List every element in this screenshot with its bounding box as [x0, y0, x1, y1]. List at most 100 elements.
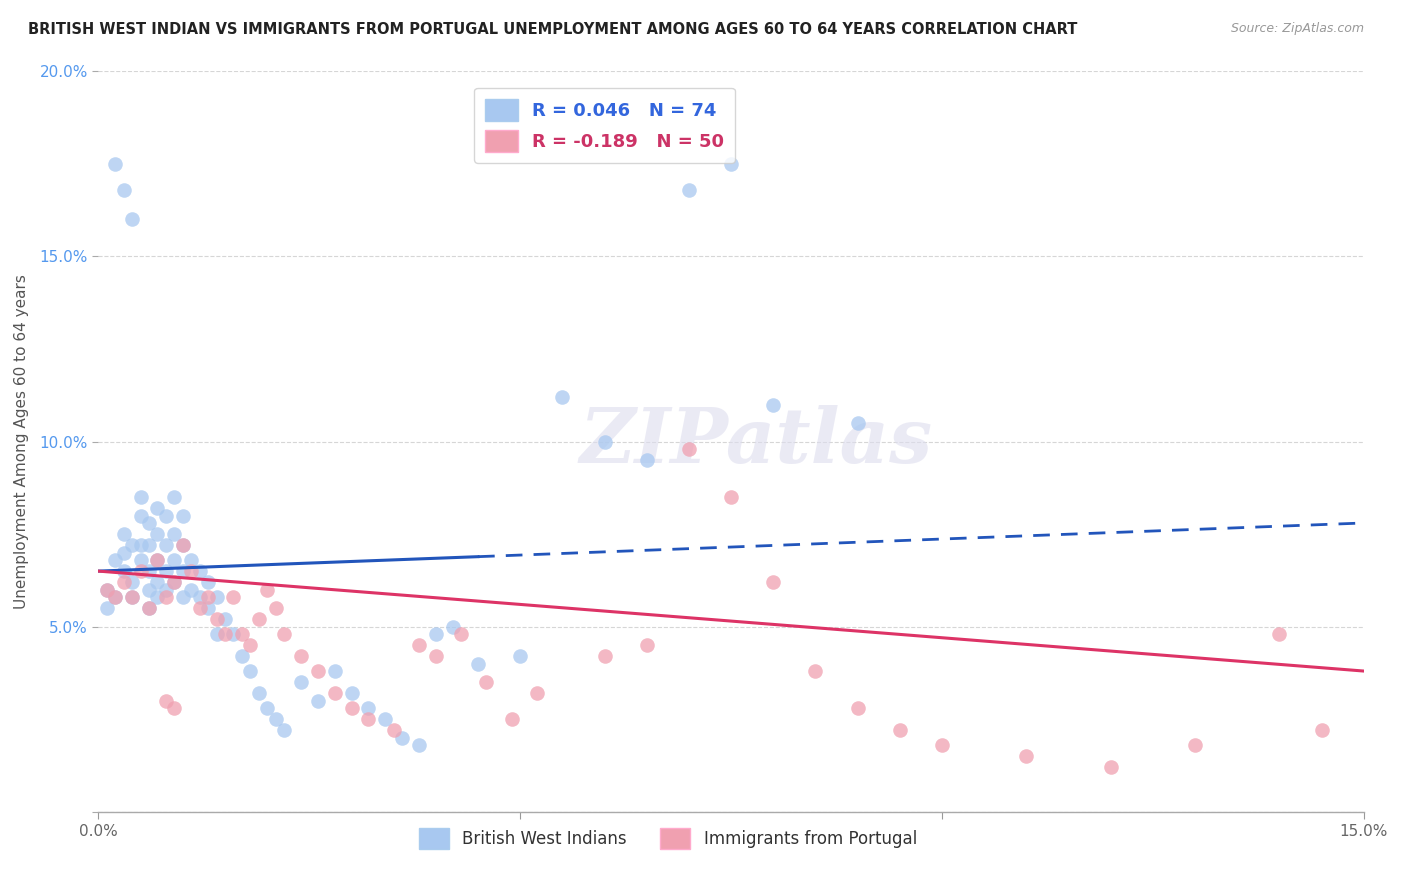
Point [197, 575, 219, 590]
Point [163, 527, 186, 541]
Point [138, 582, 160, 597]
Point [121, 575, 143, 590]
Point [138, 601, 160, 615]
Point [146, 575, 169, 590]
Point [678, 442, 700, 456]
Point [323, 686, 346, 700]
Point [264, 601, 287, 615]
Point [188, 564, 211, 578]
Point [163, 553, 186, 567]
Point [172, 538, 194, 552]
Point [636, 638, 658, 652]
Point [231, 649, 253, 664]
Point [290, 649, 312, 664]
Point [163, 701, 186, 715]
Point [307, 694, 329, 708]
Point [1184, 738, 1206, 752]
Point [104, 590, 127, 604]
Point [256, 701, 278, 715]
Point [1310, 723, 1333, 738]
Point [205, 627, 228, 641]
Point [172, 590, 194, 604]
Legend: British West Indians, Immigrants from Portugal: British West Indians, Immigrants from Po… [412, 822, 924, 855]
Point [155, 564, 177, 578]
Point [197, 590, 219, 604]
Point [357, 712, 380, 726]
Point [214, 612, 236, 626]
Point [231, 627, 253, 641]
Point [104, 590, 127, 604]
Point [180, 582, 202, 597]
Point [188, 590, 211, 604]
Point [138, 538, 160, 552]
Point [239, 638, 262, 652]
Point [163, 575, 186, 590]
Point [222, 590, 245, 604]
Point [509, 649, 531, 664]
Point [146, 527, 169, 541]
Point [290, 675, 312, 690]
Point [846, 701, 869, 715]
Point [138, 516, 160, 530]
Point [425, 649, 447, 664]
Point [720, 490, 742, 504]
Point [155, 694, 177, 708]
Point [501, 712, 523, 726]
Point [467, 657, 489, 671]
Point [138, 601, 160, 615]
Point [762, 398, 785, 412]
Point [551, 390, 574, 404]
Point [441, 619, 464, 633]
Point [273, 723, 295, 738]
Point [340, 701, 363, 715]
Point [129, 508, 152, 523]
Point [172, 508, 194, 523]
Point [804, 664, 827, 678]
Point [155, 508, 177, 523]
Point [121, 538, 143, 552]
Text: BRITISH WEST INDIAN VS IMMIGRANTS FROM PORTUGAL UNEMPLOYMENT AMONG AGES 60 TO 64: BRITISH WEST INDIAN VS IMMIGRANTS FROM P… [28, 22, 1077, 37]
Point [180, 553, 202, 567]
Point [205, 612, 228, 626]
Point [374, 712, 396, 726]
Point [146, 501, 169, 516]
Point [146, 553, 169, 567]
Point [188, 601, 211, 615]
Point [146, 590, 169, 604]
Point [475, 675, 498, 690]
Point [391, 731, 413, 745]
Point [146, 553, 169, 567]
Point [762, 575, 785, 590]
Point [121, 590, 143, 604]
Point [1099, 760, 1122, 774]
Point [425, 627, 447, 641]
Point [307, 664, 329, 678]
Point [931, 738, 953, 752]
Point [104, 157, 127, 171]
Point [121, 212, 143, 227]
Point [247, 686, 270, 700]
Point [155, 538, 177, 552]
Point [138, 564, 160, 578]
Point [129, 564, 152, 578]
Point [273, 627, 295, 641]
Point [112, 545, 135, 560]
Point [256, 582, 278, 597]
Point [163, 490, 186, 504]
Point [112, 564, 135, 578]
Point [1268, 627, 1291, 641]
Point [155, 582, 177, 597]
Point [129, 490, 152, 504]
Point [264, 712, 287, 726]
Point [197, 601, 219, 615]
Point [96, 582, 118, 597]
Point [889, 723, 911, 738]
Point [112, 575, 135, 590]
Point [340, 686, 363, 700]
Y-axis label: Unemployment Among Ages 60 to 64 years: Unemployment Among Ages 60 to 64 years [14, 274, 28, 609]
Point [214, 627, 236, 641]
Point [121, 590, 143, 604]
Point [129, 553, 152, 567]
Point [408, 638, 430, 652]
Point [239, 664, 262, 678]
